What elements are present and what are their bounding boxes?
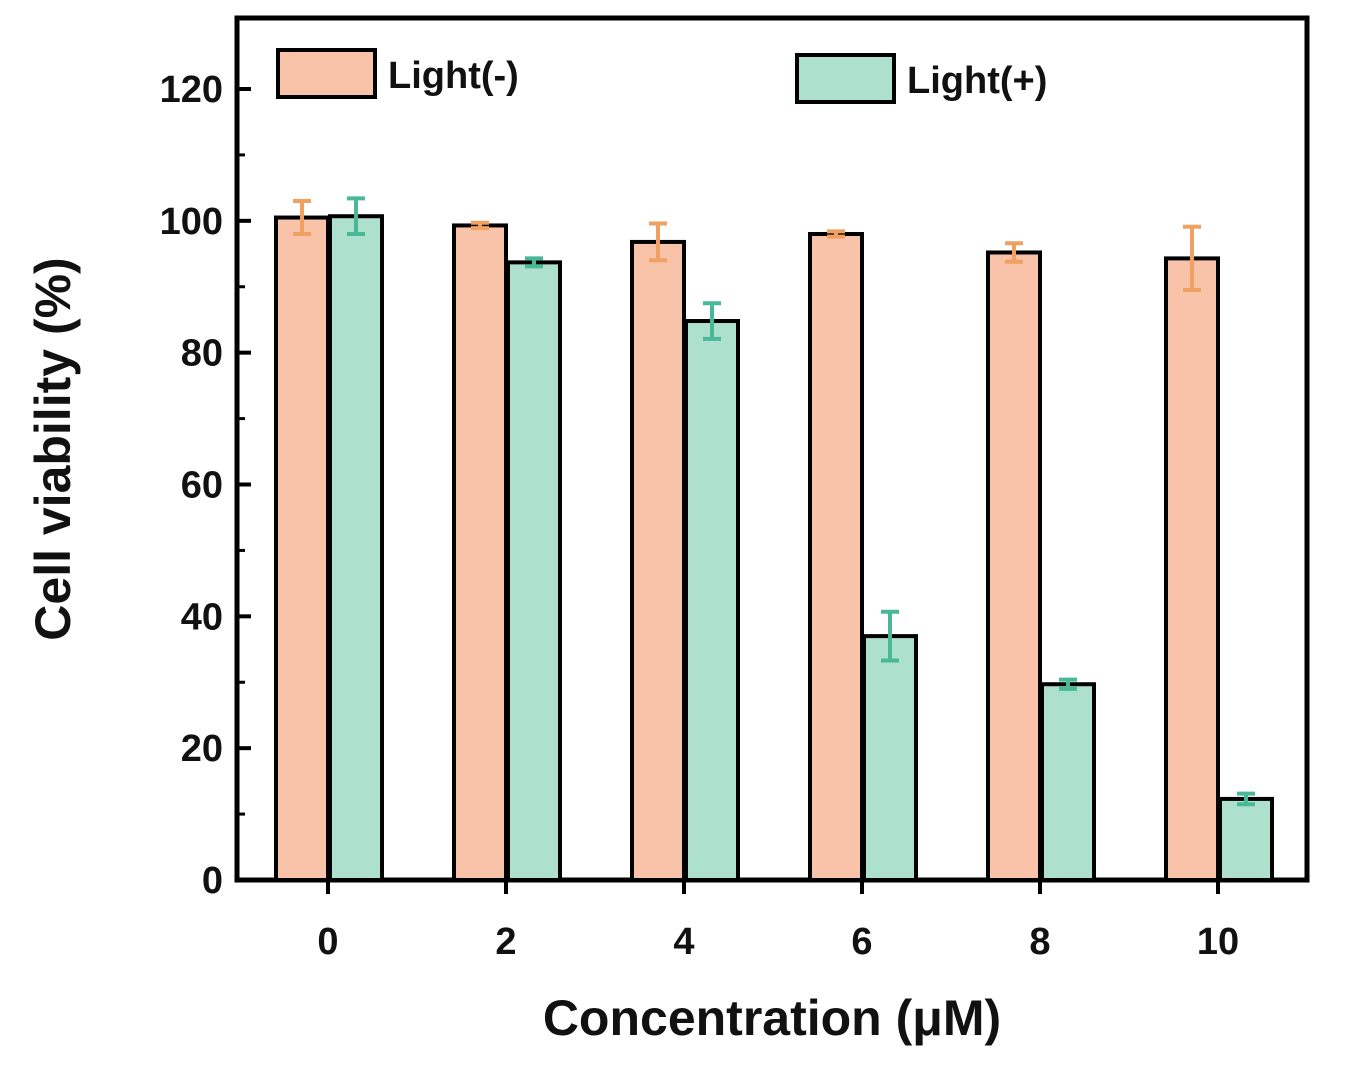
y-tick-label: 100 xyxy=(160,201,223,243)
y-axis: 0 20 40 60 80 100 120 xyxy=(160,69,251,902)
x-tick-label: 8 xyxy=(1029,921,1050,963)
error-bar xyxy=(1183,224,1201,293)
error-bar xyxy=(1005,241,1023,264)
bar-light-off xyxy=(986,250,1042,882)
bar-light-off xyxy=(452,223,508,882)
error-bar xyxy=(347,196,365,237)
error-bar xyxy=(525,256,543,269)
error-bar xyxy=(881,609,899,663)
x-axis-title: Concentration (μM) xyxy=(543,990,1001,1046)
y-tick-label: 0 xyxy=(202,860,223,902)
y-axis-title: Cell viability (%) xyxy=(25,257,81,640)
error-bar xyxy=(703,301,721,341)
bar-group xyxy=(274,196,1274,883)
x-tick-label: 2 xyxy=(495,921,516,963)
legend-swatch-light-on xyxy=(795,53,896,104)
error-bar xyxy=(471,220,489,231)
y-tick-label: 40 xyxy=(181,596,223,638)
error-bar xyxy=(293,199,311,237)
bar-light-on xyxy=(684,319,740,882)
y-tick-label: 60 xyxy=(181,465,223,507)
error-bar xyxy=(1059,677,1077,691)
x-axis: 0 2 4 6 8 10 xyxy=(317,880,1239,963)
bar-light-on xyxy=(862,634,918,882)
y-tick-label: 80 xyxy=(181,333,223,375)
x-tick-label: 10 xyxy=(1197,921,1239,963)
legend: Light(-) Light(+) xyxy=(276,48,1047,104)
plot-frame xyxy=(234,15,1310,883)
error-bar xyxy=(1237,791,1255,807)
bar-light-on xyxy=(328,214,384,882)
y-tick-label: 120 xyxy=(160,69,223,111)
error-bar xyxy=(649,221,667,263)
bar-light-off xyxy=(274,215,330,883)
bar-light-on xyxy=(1218,796,1274,882)
bar-light-off xyxy=(1164,256,1220,882)
bar-light-off xyxy=(630,239,686,882)
x-tick-label: 4 xyxy=(673,921,694,963)
bar-light-on xyxy=(506,260,562,882)
bar-light-on xyxy=(1040,682,1096,882)
y-tick-label: 20 xyxy=(181,728,223,770)
legend-swatch-light-off xyxy=(276,48,377,99)
error-bar xyxy=(827,229,845,239)
legend-label-light-on: Light(+) xyxy=(907,60,1047,102)
legend-label-light-off: Light(-) xyxy=(388,55,519,97)
bar-light-off xyxy=(808,232,864,882)
x-tick-label: 0 xyxy=(317,921,338,963)
x-tick-label: 6 xyxy=(851,921,872,963)
